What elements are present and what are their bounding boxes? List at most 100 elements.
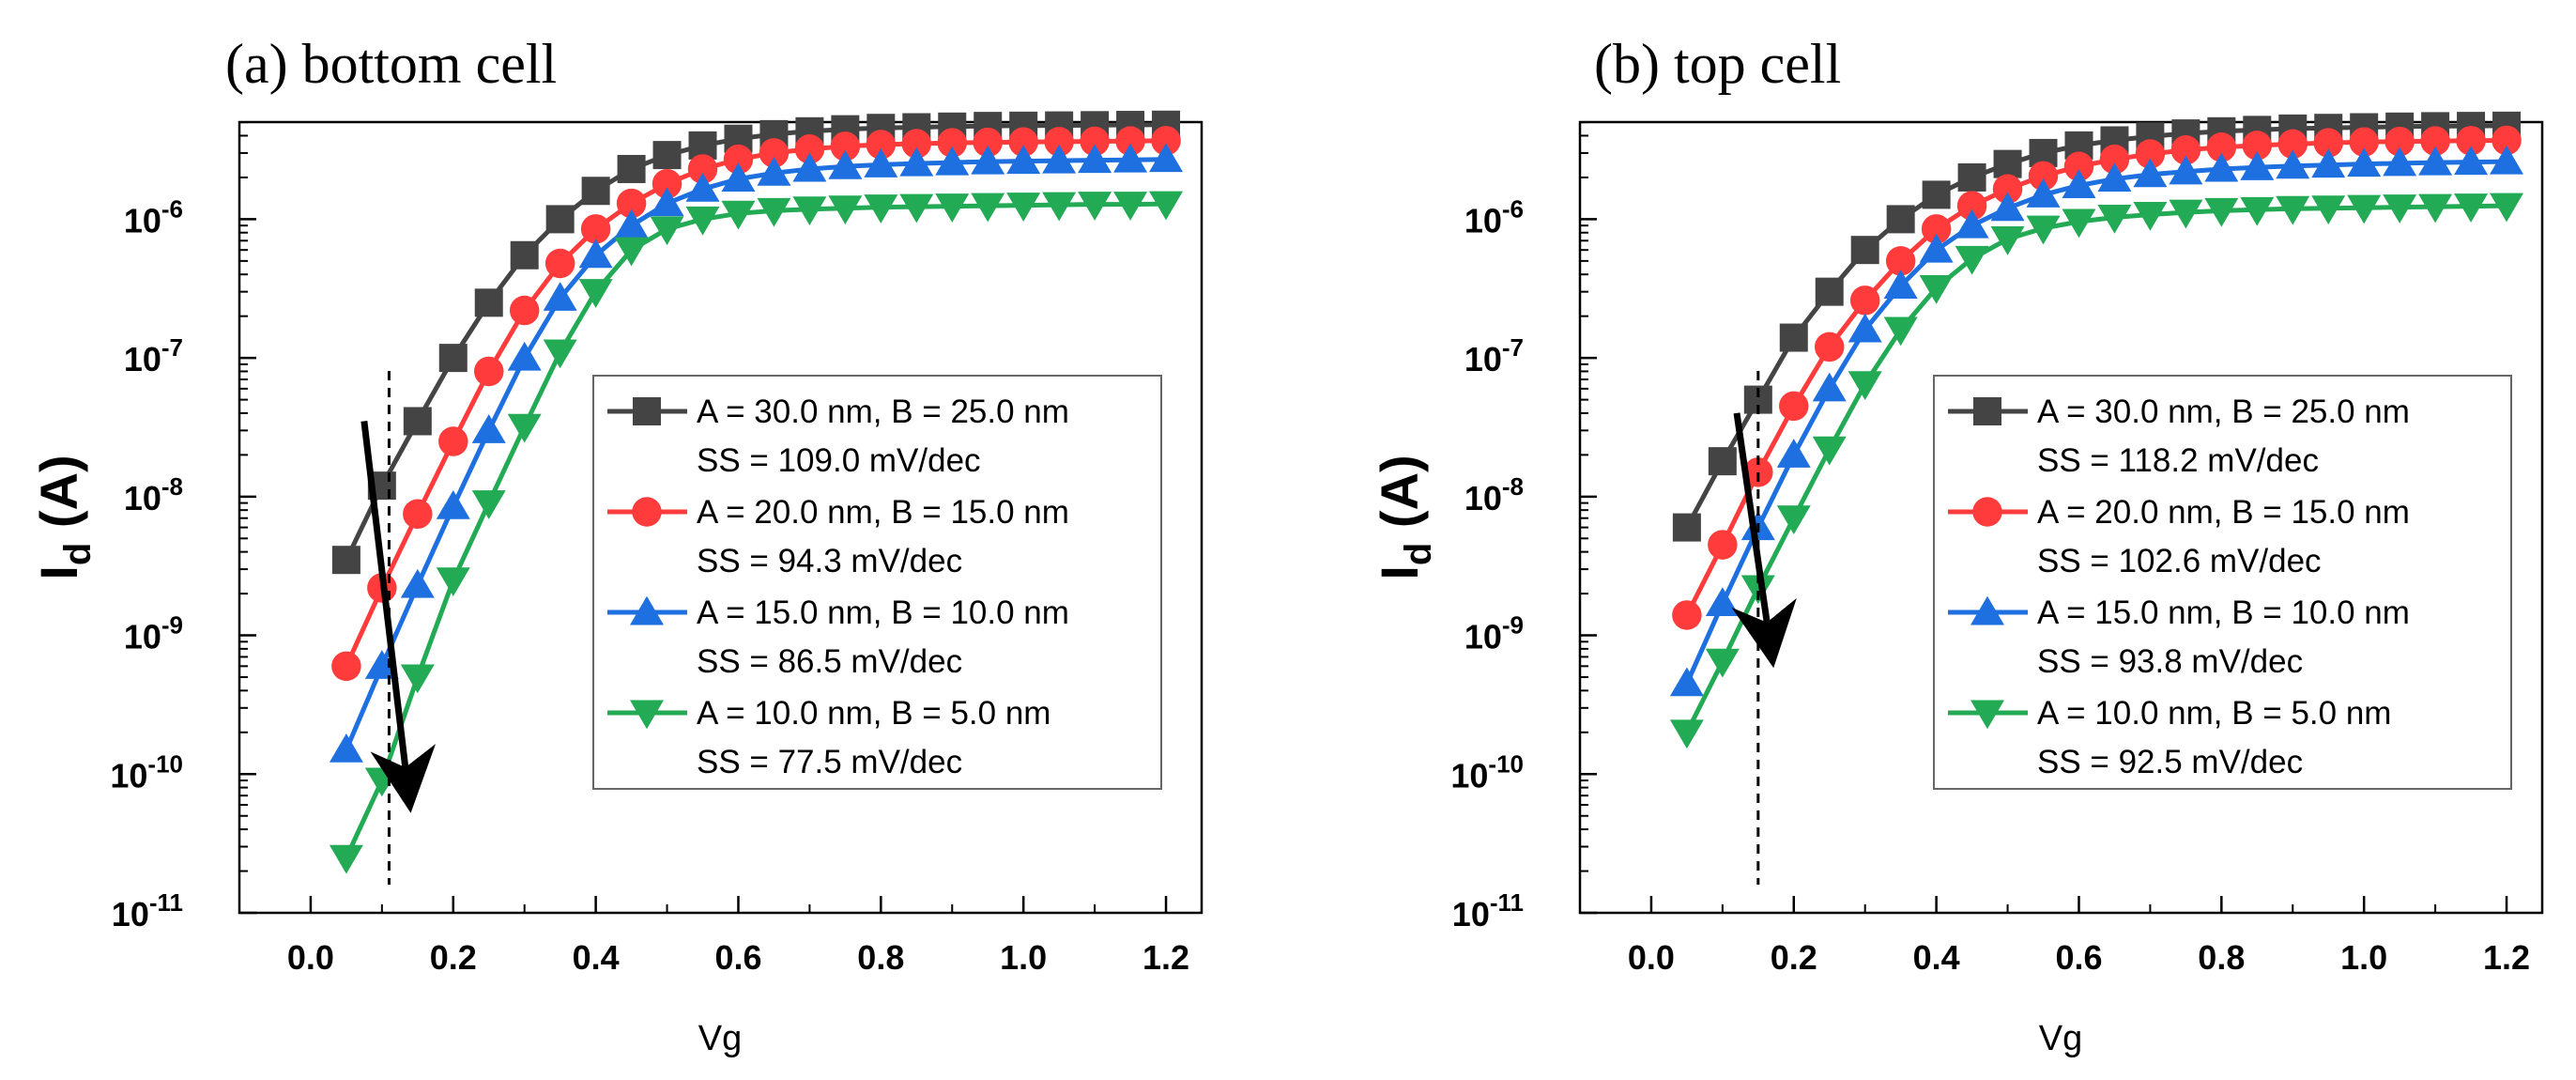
y-axis-label: Id (A) — [29, 455, 99, 579]
data-point — [331, 546, 360, 575]
data-point — [1006, 193, 1041, 222]
data-point — [543, 282, 577, 311]
data-point — [1812, 436, 1847, 466]
data-point — [864, 148, 898, 177]
data-point — [2276, 149, 2310, 179]
panel-title: (a) bottom cell — [225, 33, 557, 95]
data-point — [2276, 195, 2310, 225]
data-point — [1993, 149, 2022, 178]
data-point — [1669, 667, 1704, 697]
y-tick-label: 10-7 — [124, 333, 183, 378]
data-point — [937, 128, 968, 158]
y-tick-label: 10-11 — [112, 888, 183, 933]
data-point — [1115, 126, 1145, 156]
data-point — [866, 130, 897, 160]
legend-box — [1933, 375, 2512, 790]
data-point — [652, 141, 682, 170]
data-point — [1149, 191, 1184, 221]
data-point — [864, 194, 898, 224]
x-tick-label: 1.0 — [2340, 938, 2387, 977]
data-point — [2418, 146, 2453, 176]
data-point — [2097, 162, 2132, 193]
data-point — [971, 145, 1005, 175]
legend-ss-label: SS = 92.5 mV/dec — [2037, 744, 2303, 780]
data-point — [2133, 201, 2168, 231]
data-point — [1990, 225, 2025, 255]
data-point — [473, 356, 504, 387]
data-point — [436, 490, 470, 519]
data-point — [652, 168, 682, 199]
data-point — [1776, 505, 1811, 534]
x-tick-label: 1.0 — [1000, 938, 1047, 977]
data-point — [1743, 457, 1773, 487]
data-point — [685, 173, 720, 202]
data-point — [364, 650, 399, 679]
data-point — [1149, 143, 1184, 173]
data-point — [1990, 192, 2025, 222]
data-point — [544, 248, 575, 279]
legend-label: A = 15.0 nm, B = 10.0 nm — [697, 594, 1069, 631]
data-point — [507, 413, 542, 443]
data-point — [2313, 128, 2343, 158]
data-point — [1006, 145, 1041, 175]
panel-top-cell: (b) top cell 10-1110-1010-910-810-710-6 … — [1370, 33, 2544, 1058]
y-tick-label: 10-6 — [1464, 194, 1524, 239]
legend-label: A = 10.0 nm, B = 5.0 nm — [697, 695, 1050, 732]
legend-ss-label: SS = 109.0 mV/dec — [697, 442, 981, 479]
data-point — [1042, 144, 1077, 174]
legend-label: A = 15.0 nm, B = 10.0 nm — [2037, 594, 2410, 631]
data-point — [2026, 215, 2061, 245]
data-point — [438, 344, 468, 373]
data-point — [471, 490, 506, 519]
data-point — [650, 216, 684, 246]
data-point — [1955, 245, 1989, 275]
data-point — [2456, 126, 2486, 156]
data-point — [1848, 313, 1882, 343]
data-point — [403, 407, 432, 436]
data-point — [2383, 147, 2417, 177]
data-point — [1992, 174, 2023, 205]
data-point — [901, 129, 932, 159]
data-point — [1883, 316, 1918, 347]
legend-box — [592, 375, 1162, 790]
x-tick-label: 0.0 — [287, 938, 334, 977]
data-point — [794, 134, 825, 164]
data-point — [1113, 143, 1148, 173]
data-point — [830, 131, 861, 162]
data-point — [899, 193, 934, 224]
data-point — [2204, 152, 2239, 182]
data-point — [1883, 270, 1918, 300]
legend-marker — [1970, 700, 2004, 730]
y-axis-ticks: 10-11 10-10 10-9 10-8 10-7 10-6 — [1450, 121, 1597, 933]
y-tick-label: 10-6 — [124, 194, 183, 239]
x-tick-label: 0.6 — [2055, 938, 2102, 977]
data-point — [614, 208, 649, 239]
data-point — [2062, 208, 2096, 239]
data-point — [436, 567, 470, 597]
data-point — [1921, 214, 1952, 244]
data-point — [438, 426, 468, 456]
legend: A = 30.0 nm, B = 25.0 nm SS = 109.0 mV/de… — [592, 375, 1162, 790]
panel-title: (b) top cell — [1594, 33, 1841, 95]
data-point — [1812, 372, 1847, 402]
data-point — [2420, 126, 2450, 156]
x-tick-label: 0.2 — [430, 938, 477, 977]
legend: A = 30.0 nm, B = 25.0 nm SS = 118.2 mV/de… — [1933, 375, 2512, 790]
data-point — [329, 844, 363, 874]
legend-marker — [632, 497, 662, 527]
data-point — [543, 339, 577, 369]
y-tick-label: 10-9 — [124, 611, 183, 656]
trend-arrow — [1731, 412, 1797, 669]
data-point — [510, 240, 539, 270]
data-point — [2062, 169, 2096, 199]
data-point — [2454, 146, 2489, 176]
x-tick-label: 0.6 — [714, 938, 761, 977]
data-point — [687, 154, 718, 184]
data-point — [1848, 371, 1882, 401]
y-tick-label: 10-7 — [1464, 333, 1524, 378]
legend-ss-label: SS = 94.3 mV/dec — [697, 543, 962, 579]
y-tick-label: 10-10 — [1450, 749, 1524, 795]
data-point — [2311, 195, 2346, 224]
data-point — [973, 127, 1003, 158]
data-point — [2242, 131, 2273, 161]
